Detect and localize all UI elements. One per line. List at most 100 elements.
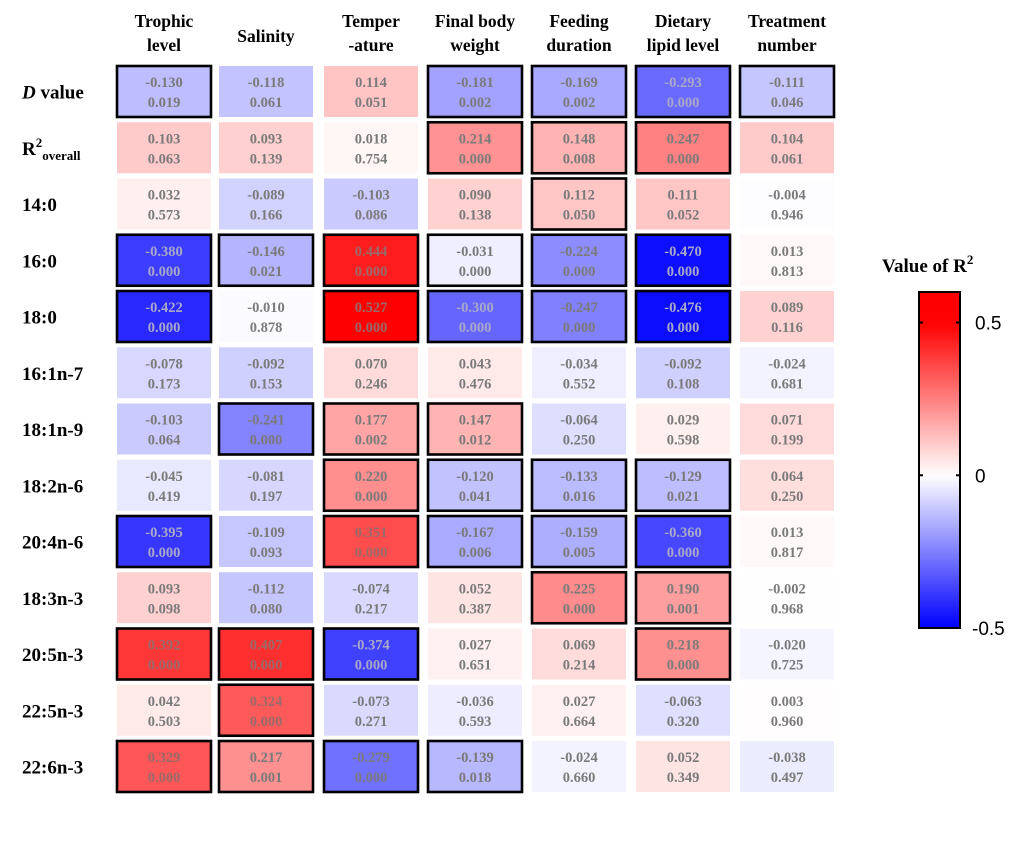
cell-rect (219, 178, 313, 230)
heatmap-cell: 0.064 0.250 (740, 459, 834, 511)
cell-r2-value: -0.004 (768, 188, 805, 204)
cell-rect (219, 347, 313, 399)
cell-rect (532, 403, 626, 455)
cell-r2-value: 0.003 (771, 694, 804, 710)
cell-p-value: 0.320 (667, 714, 700, 730)
cell-rect-significant (322, 233, 420, 288)
cell-p-value: 0.000 (250, 433, 283, 449)
cell-r2-value: 0.218 (667, 638, 700, 654)
heatmap-cell: -0.360 0.000 (634, 514, 732, 569)
cell-p-value: 0.000 (667, 264, 700, 280)
heatmap-cell: -0.470 0.000 (634, 233, 732, 288)
cell-r2-value: -0.422 (145, 300, 182, 316)
heatmap-cell: -0.073 0.271 (324, 684, 418, 736)
cell-p-value: 0.116 (771, 320, 803, 336)
cell-rect (117, 122, 211, 174)
cell-rect (324, 122, 418, 174)
cell-p-value: 0.878 (250, 320, 283, 336)
cell-p-value: 0.021 (667, 489, 700, 505)
cell-p-value: 0.960 (771, 714, 804, 730)
cell-r2-value: -0.024 (560, 750, 597, 766)
column-header: Dietary lipid level (647, 11, 720, 55)
cell-r2-value: -0.241 (247, 413, 284, 429)
cell-r2-value: -0.120 (456, 469, 493, 485)
cell-p-value: 0.064 (148, 433, 181, 449)
heatmap-cell: 0.089 0.116 (740, 291, 834, 342)
heatmap-cell: 0.043 0.476 (428, 347, 522, 399)
cell-rect-significant (634, 233, 732, 288)
heatmap-cell: -0.004 0.946 (740, 178, 834, 230)
heatmap-cell: 0.214 0.000 (426, 120, 524, 175)
heatmap-cell: -0.078 0.173 (117, 347, 211, 399)
row-label: 18:0 (22, 308, 57, 329)
cell-r2-value: -0.133 (560, 469, 597, 485)
cell-r2-value: -0.224 (560, 244, 597, 260)
heatmap-cell: -0.167 0.006 (426, 514, 524, 569)
cell-p-value: 0.217 (355, 601, 388, 617)
cell-p-value: 0.681 (771, 376, 804, 392)
cell-p-value: 0.000 (459, 151, 492, 167)
cell-p-value: 0.041 (459, 489, 492, 505)
cell-rect-significant (530, 64, 628, 119)
cell-rect-significant (115, 627, 213, 681)
cell-p-value: 0.598 (667, 433, 700, 449)
cell-rect-significant (322, 402, 420, 456)
row-label: D value (21, 83, 84, 104)
heatmap-cell: -0.279 0.000 (322, 739, 420, 794)
cell-p-value: 0.000 (563, 320, 596, 336)
row-label: 18:2n-6 (22, 476, 83, 497)
column-header-line: Dietary (655, 11, 712, 31)
cell-r2-value: -0.380 (145, 244, 182, 260)
cell-p-value: 0.250 (771, 489, 804, 505)
row-label-sub: overall (42, 148, 81, 163)
cell-r2-value: 0.093 (148, 581, 181, 597)
row-label: R2overall (22, 135, 81, 163)
cell-p-value: 0.019 (148, 95, 181, 111)
cell-rect-significant (530, 233, 628, 288)
heatmap-cell: -0.293 0.000 (634, 64, 732, 119)
cell-p-value: 0.813 (771, 264, 804, 280)
heatmap-cell: 0.112 0.050 (530, 177, 628, 231)
cell-p-value: 0.271 (355, 714, 388, 730)
cell-rect-significant (634, 570, 732, 625)
cell-p-value: 0.008 (563, 151, 596, 167)
legend-title-main: Value of R (882, 256, 967, 277)
heatmap-cell: -0.109 0.093 (219, 516, 313, 567)
heatmap-cell: 0.177 0.002 (322, 402, 420, 456)
cell-p-value: 0.080 (250, 601, 283, 617)
cell-r2-value: 0.329 (148, 750, 181, 766)
cell-rect (117, 178, 211, 230)
heatmap-cell: -0.092 0.153 (219, 347, 313, 399)
heatmap-cell: 0.111 0.052 (636, 178, 730, 230)
cell-r2-value: 0.214 (459, 131, 492, 147)
cell-r2-value: 0.027 (563, 694, 596, 710)
row-label: 14:0 (22, 195, 57, 216)
cell-r2-value: -0.159 (560, 525, 597, 541)
colorbar (918, 291, 961, 629)
cell-rect-significant (322, 739, 420, 794)
cell-rect (740, 178, 834, 230)
cell-r2-value: -0.081 (247, 469, 284, 485)
cell-r2-value: 0.351 (355, 525, 388, 541)
cell-rect-significant (426, 233, 524, 288)
cell-p-value: 0.001 (250, 770, 283, 786)
cell-r2-value: 0.247 (667, 131, 700, 147)
heatmap-cell: -0.129 0.021 (634, 458, 732, 513)
heatmap-cell: -0.374 0.000 (322, 627, 420, 681)
cell-p-value: 0.050 (563, 208, 596, 224)
cell-rect (117, 459, 211, 511)
cell-rect-significant (322, 514, 420, 569)
cell-rect-significant (322, 627, 420, 681)
heatmap-cell: 0.190 0.001 (634, 570, 732, 625)
cell-rect-significant (634, 458, 732, 513)
cell-r2-value: 0.148 (563, 131, 596, 147)
heatmap-cell: -0.063 0.320 (636, 684, 730, 736)
cell-p-value: 0.387 (459, 601, 492, 617)
cell-rect (636, 178, 730, 230)
cell-p-value: 0.000 (355, 770, 388, 786)
cell-rect (740, 459, 834, 511)
heatmap-cell: 0.392 0.000 (115, 627, 213, 681)
cell-r2-value: -0.103 (352, 188, 389, 204)
heatmap-cell: -0.031 0.000 (426, 233, 524, 288)
cell-r2-value: -0.293 (664, 75, 701, 91)
